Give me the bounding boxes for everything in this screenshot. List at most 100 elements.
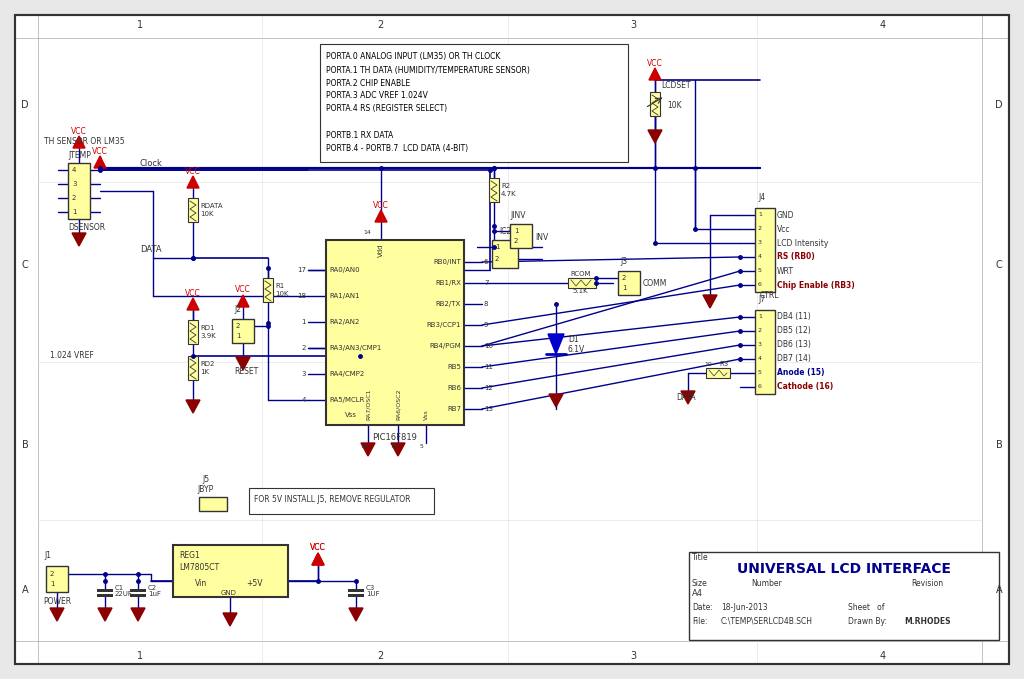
Polygon shape xyxy=(94,156,106,168)
Text: Cathode (16): Cathode (16) xyxy=(777,382,834,392)
Text: 1: 1 xyxy=(758,213,762,217)
Text: Sheet   of: Sheet of xyxy=(848,602,885,612)
Text: 5: 5 xyxy=(758,268,762,274)
Bar xyxy=(199,497,227,511)
Polygon shape xyxy=(681,391,695,404)
Text: PORTA.4 RS (REGISTER SELECT): PORTA.4 RS (REGISTER SELECT) xyxy=(326,105,447,113)
Bar xyxy=(348,594,364,596)
Text: CTRL: CTRL xyxy=(760,291,779,301)
Polygon shape xyxy=(236,357,250,370)
Text: VCC: VCC xyxy=(310,543,326,553)
Text: RCOM: RCOM xyxy=(570,271,591,277)
Text: 10K: 10K xyxy=(667,100,682,109)
Text: DSENSOR: DSENSOR xyxy=(68,223,105,232)
Text: 22UF: 22UF xyxy=(115,591,133,597)
Text: 4: 4 xyxy=(758,356,762,361)
Text: GND: GND xyxy=(777,210,795,219)
Text: COMM: COMM xyxy=(643,278,668,287)
Text: 6: 6 xyxy=(758,384,762,390)
Text: VCC: VCC xyxy=(92,147,108,155)
Text: WRT: WRT xyxy=(777,266,794,276)
Text: A4: A4 xyxy=(692,589,703,598)
Text: 2: 2 xyxy=(495,256,500,262)
Text: PORTA.0 ANALOG INPUT (LM35) OR TH CLOCK: PORTA.0 ANALOG INPUT (LM35) OR TH CLOCK xyxy=(326,52,501,62)
Polygon shape xyxy=(223,613,237,626)
Bar xyxy=(326,240,464,425)
Text: 1: 1 xyxy=(758,314,762,320)
Bar xyxy=(97,589,113,591)
Text: 6: 6 xyxy=(758,282,762,287)
Text: Chip Enable (RB3): Chip Enable (RB3) xyxy=(777,280,855,289)
Polygon shape xyxy=(73,136,85,148)
Text: RA4/CMP2: RA4/CMP2 xyxy=(329,371,365,377)
Text: 18: 18 xyxy=(297,293,306,299)
Text: 1: 1 xyxy=(72,209,77,215)
Bar xyxy=(706,368,730,378)
Bar xyxy=(510,224,532,248)
Text: FOR 5V INSTALL J5, REMOVE REGULATOR: FOR 5V INSTALL J5, REMOVE REGULATOR xyxy=(254,496,411,504)
Text: File:: File: xyxy=(692,617,708,625)
Text: 18-Jun-2013: 18-Jun-2013 xyxy=(721,602,768,612)
Polygon shape xyxy=(361,443,375,456)
Text: UNIVERSAL LCD INTERFACE: UNIVERSAL LCD INTERFACE xyxy=(737,562,951,576)
Text: Revision: Revision xyxy=(911,579,943,589)
Text: J5: J5 xyxy=(202,475,209,483)
Text: 3.9K: 3.9K xyxy=(200,333,216,339)
Text: 3: 3 xyxy=(72,181,77,187)
Text: J1: J1 xyxy=(44,551,51,560)
Text: 10: 10 xyxy=(705,361,712,367)
Text: R1: R1 xyxy=(275,283,285,289)
Text: 1: 1 xyxy=(137,20,143,30)
Text: 10K: 10K xyxy=(200,211,213,217)
Text: 1: 1 xyxy=(301,319,306,325)
Text: 2: 2 xyxy=(622,275,627,281)
Text: RB0/INT: RB0/INT xyxy=(433,259,461,265)
Text: 2: 2 xyxy=(758,329,762,333)
Text: Size: Size xyxy=(692,579,708,589)
Text: RD2: RD2 xyxy=(200,361,214,367)
Polygon shape xyxy=(187,176,199,188)
Text: DATA: DATA xyxy=(676,392,695,401)
Text: A: A xyxy=(22,585,29,595)
Text: PIC16F819: PIC16F819 xyxy=(373,433,418,441)
Bar xyxy=(489,178,499,202)
Text: 4: 4 xyxy=(72,167,77,173)
Text: RA2/AN2: RA2/AN2 xyxy=(329,319,359,325)
Text: J4: J4 xyxy=(758,194,765,202)
Bar xyxy=(755,208,775,292)
Text: RB6: RB6 xyxy=(447,385,461,391)
Polygon shape xyxy=(375,210,387,222)
Text: Anode (15): Anode (15) xyxy=(777,369,824,378)
Text: PORTA.3 ADC VREF 1.024V: PORTA.3 ADC VREF 1.024V xyxy=(326,92,428,100)
Text: 8: 8 xyxy=(484,301,488,307)
Bar xyxy=(755,310,775,394)
Text: 7: 7 xyxy=(484,280,488,286)
Text: RA6/OSC2: RA6/OSC2 xyxy=(395,388,400,420)
Text: A: A xyxy=(995,585,1002,595)
Text: 13: 13 xyxy=(484,406,493,412)
Text: C: C xyxy=(22,260,29,270)
Text: RB4/PGM: RB4/PGM xyxy=(429,343,461,349)
Text: IC2: IC2 xyxy=(499,227,511,236)
Bar xyxy=(68,163,90,219)
Text: 1K: 1K xyxy=(200,369,209,375)
Text: 5: 5 xyxy=(758,371,762,375)
Text: RA3/AN3/CMP1: RA3/AN3/CMP1 xyxy=(329,345,381,351)
Bar xyxy=(348,589,364,591)
Polygon shape xyxy=(549,394,563,407)
Text: VCC: VCC xyxy=(185,166,201,175)
Polygon shape xyxy=(186,400,200,413)
Polygon shape xyxy=(703,295,717,308)
Polygon shape xyxy=(237,295,249,307)
Bar xyxy=(319,44,628,162)
Polygon shape xyxy=(548,334,564,354)
Text: RB3/CCP1: RB3/CCP1 xyxy=(427,322,461,328)
Text: LCD Intensity: LCD Intensity xyxy=(777,238,828,248)
Text: 2: 2 xyxy=(377,651,383,661)
Bar xyxy=(263,278,273,302)
Text: RB1/RX: RB1/RX xyxy=(435,280,461,286)
Polygon shape xyxy=(648,130,662,143)
Text: Vss: Vss xyxy=(345,412,357,418)
Text: POWER: POWER xyxy=(43,598,71,606)
Text: PORTA.1 TH DATA (HUMIDITY/TEMPERATURE SENSOR): PORTA.1 TH DATA (HUMIDITY/TEMPERATURE SE… xyxy=(326,65,529,75)
